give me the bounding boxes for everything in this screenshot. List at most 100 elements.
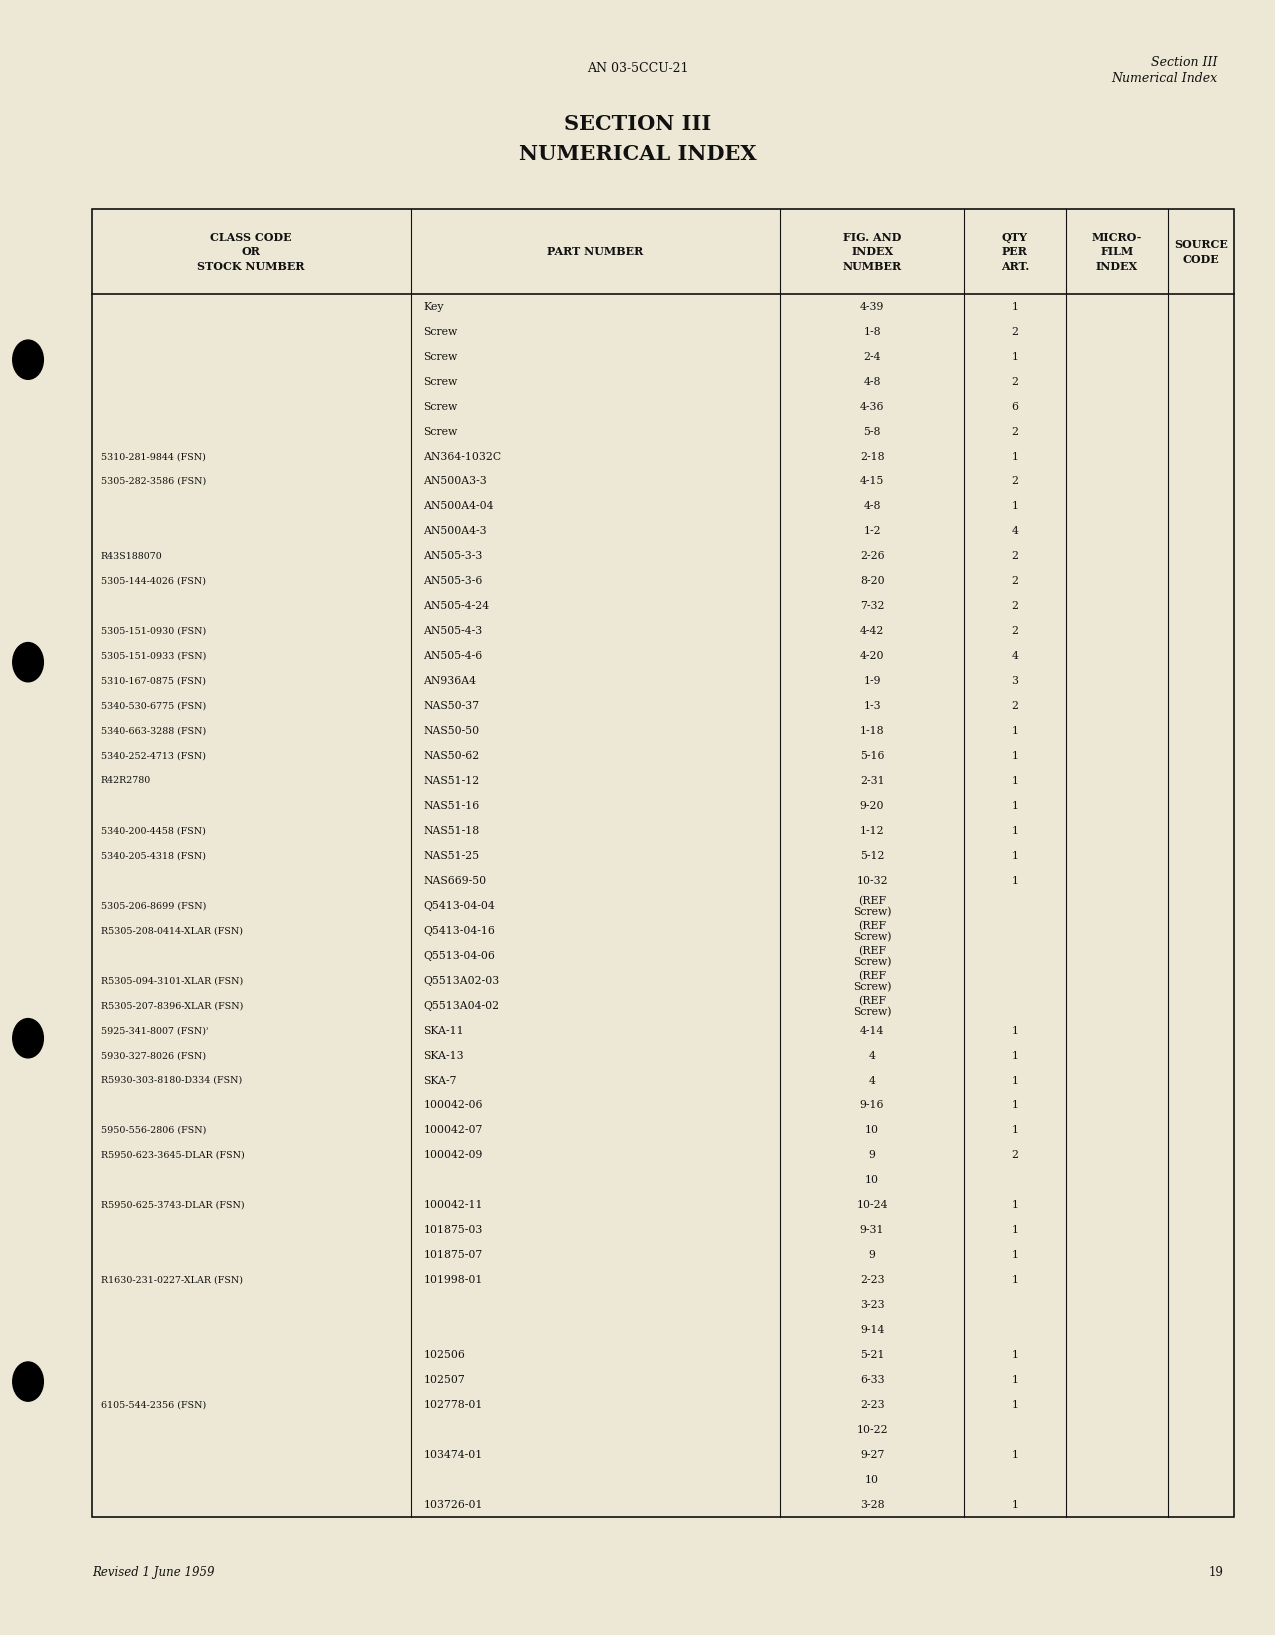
Text: 1: 1	[1011, 801, 1019, 811]
Text: 103726-01: 103726-01	[423, 1499, 483, 1509]
Text: 2: 2	[1011, 626, 1019, 636]
Text: 100042-11: 100042-11	[423, 1200, 483, 1210]
Text: (REF: (REF	[858, 896, 886, 906]
Text: 10: 10	[866, 1475, 878, 1485]
Text: 4: 4	[1011, 651, 1019, 661]
Text: 2: 2	[1011, 602, 1019, 611]
Text: R5950-623-3645-DLAR (FSN): R5950-623-3645-DLAR (FSN)	[101, 1151, 245, 1159]
Text: 1: 1	[1011, 302, 1019, 312]
Text: 5950-556-2806 (FSN): 5950-556-2806 (FSN)	[101, 1127, 207, 1135]
Text: 1: 1	[1011, 1100, 1019, 1110]
Text: 9-20: 9-20	[859, 801, 885, 811]
Text: 1-12: 1-12	[859, 826, 885, 835]
Text: R5305-207-8396-XLAR (FSN): R5305-207-8396-XLAR (FSN)	[101, 1001, 244, 1010]
Text: AN500A4-3: AN500A4-3	[423, 526, 487, 536]
Text: Q5513A04-02: Q5513A04-02	[423, 1001, 500, 1010]
Text: SOURCE: SOURCE	[1174, 239, 1228, 250]
Text: 9-31: 9-31	[859, 1225, 885, 1236]
Text: (REF: (REF	[858, 996, 886, 1006]
Text: Screw): Screw)	[853, 983, 891, 992]
Text: Section III: Section III	[1151, 56, 1218, 69]
Text: Screw: Screw	[423, 402, 458, 412]
Text: NAS51-12: NAS51-12	[423, 777, 479, 786]
Text: NAS50-37: NAS50-37	[423, 701, 479, 711]
Text: 1: 1	[1011, 876, 1019, 886]
Text: 2-4: 2-4	[863, 352, 881, 361]
Text: 5-16: 5-16	[859, 750, 885, 760]
Circle shape	[13, 643, 43, 682]
Text: Screw): Screw)	[853, 1007, 891, 1017]
Text: 8-20: 8-20	[859, 576, 885, 587]
Text: 5305-151-0930 (FSN): 5305-151-0930 (FSN)	[101, 626, 207, 636]
Text: NUMERICAL INDEX: NUMERICAL INDEX	[519, 144, 756, 164]
Text: 2: 2	[1011, 376, 1019, 386]
Text: NAS50-50: NAS50-50	[423, 726, 479, 736]
Text: Screw): Screw)	[853, 907, 891, 917]
Text: SKA-11: SKA-11	[423, 1025, 464, 1035]
Text: CLASS CODE: CLASS CODE	[210, 232, 292, 242]
Text: 2: 2	[1011, 1151, 1019, 1161]
Text: 5340-252-4713 (FSN): 5340-252-4713 (FSN)	[101, 752, 205, 760]
Text: Q5413-04-04: Q5413-04-04	[423, 901, 495, 911]
Text: 5310-281-9844 (FSN): 5310-281-9844 (FSN)	[101, 451, 205, 461]
Text: 10: 10	[866, 1176, 878, 1185]
Text: 2-26: 2-26	[859, 551, 885, 561]
Text: 101998-01: 101998-01	[423, 1275, 483, 1285]
Text: 4-15: 4-15	[859, 476, 885, 487]
Text: 2: 2	[1011, 551, 1019, 561]
Text: 1: 1	[1011, 1375, 1019, 1385]
Text: Revised 1 June 1959: Revised 1 June 1959	[92, 1566, 214, 1579]
Text: 1: 1	[1011, 1450, 1019, 1460]
Text: (REF: (REF	[858, 945, 886, 956]
Text: 4-39: 4-39	[859, 302, 885, 312]
Text: SKA-7: SKA-7	[423, 1076, 456, 1086]
Text: R42R2780: R42R2780	[101, 777, 150, 785]
Text: AN936A4: AN936A4	[423, 677, 477, 687]
Text: 100042-07: 100042-07	[423, 1125, 483, 1135]
Text: 100042-06: 100042-06	[423, 1100, 483, 1110]
Text: 10-22: 10-22	[857, 1426, 887, 1436]
Text: 10-24: 10-24	[857, 1200, 887, 1210]
Text: 2-23: 2-23	[859, 1400, 885, 1409]
Text: R5305-208-0414-XLAR (FSN): R5305-208-0414-XLAR (FSN)	[101, 927, 242, 935]
Circle shape	[13, 1019, 43, 1058]
Text: 5925-341-8007 (FSN)ʾ: 5925-341-8007 (FSN)ʾ	[101, 1027, 209, 1035]
Text: 1: 1	[1011, 1225, 1019, 1236]
Text: 1: 1	[1011, 1251, 1019, 1261]
Text: 1: 1	[1011, 777, 1019, 786]
Text: 1: 1	[1011, 826, 1019, 835]
Text: 1: 1	[1011, 1351, 1019, 1360]
Text: 1: 1	[1011, 1125, 1019, 1135]
Text: AN505-3-3: AN505-3-3	[423, 551, 483, 561]
Text: 2: 2	[1011, 327, 1019, 337]
Text: 1: 1	[1011, 1025, 1019, 1035]
Text: 6: 6	[1011, 402, 1019, 412]
Text: 1: 1	[1011, 1499, 1019, 1509]
Text: 5340-200-4458 (FSN): 5340-200-4458 (FSN)	[101, 826, 205, 835]
Text: NAS51-16: NAS51-16	[423, 801, 479, 811]
Text: 19: 19	[1209, 1566, 1224, 1579]
Text: 10-32: 10-32	[857, 876, 887, 886]
Text: 3: 3	[1011, 677, 1019, 687]
Text: MICRO-: MICRO-	[1091, 232, 1142, 242]
Text: OR: OR	[242, 247, 260, 257]
Text: CODE: CODE	[1183, 253, 1219, 265]
Text: INDEX: INDEX	[850, 247, 894, 257]
Text: 4-20: 4-20	[859, 651, 885, 661]
Text: 102506: 102506	[423, 1351, 465, 1360]
Text: Screw): Screw)	[853, 932, 891, 942]
Text: 2: 2	[1011, 701, 1019, 711]
Text: 3-28: 3-28	[859, 1499, 885, 1509]
Text: Screw: Screw	[423, 427, 458, 437]
Text: 5-21: 5-21	[859, 1351, 885, 1360]
Text: 2: 2	[1011, 576, 1019, 587]
Text: Key: Key	[423, 302, 444, 312]
Text: 5305-151-0933 (FSN): 5305-151-0933 (FSN)	[101, 652, 207, 661]
Text: Q5513-04-06: Q5513-04-06	[423, 950, 495, 961]
Text: 6-33: 6-33	[859, 1375, 885, 1385]
Text: 5305-282-3586 (FSN): 5305-282-3586 (FSN)	[101, 477, 207, 486]
Text: 5340-530-6775 (FSN): 5340-530-6775 (FSN)	[101, 701, 207, 711]
Text: 9-14: 9-14	[859, 1324, 885, 1336]
Text: (REF: (REF	[858, 971, 886, 981]
Text: 5340-205-4318 (FSN): 5340-205-4318 (FSN)	[101, 852, 205, 860]
